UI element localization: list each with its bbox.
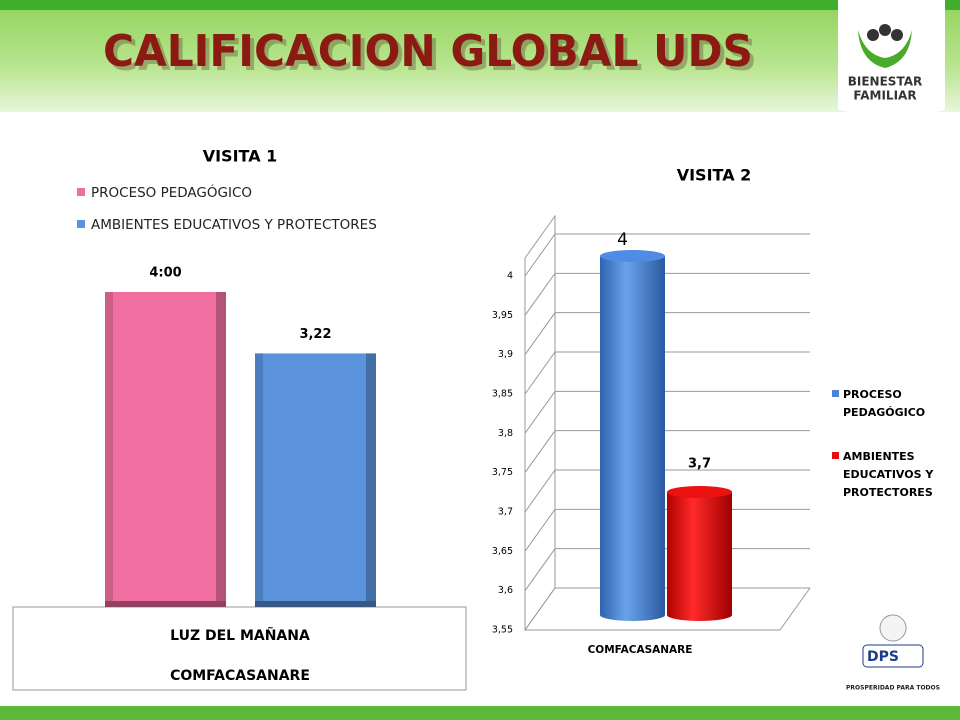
- floor-edge: [779, 587, 811, 631]
- emblem: [879, 614, 907, 642]
- category-label: LUZ DEL MAÑANA: [170, 627, 310, 644]
- y-tick-label: 3,65: [492, 546, 513, 557]
- bar-edge: [255, 353, 263, 607]
- title-shadow: CALIFICACION GLOBAL UDS: [107, 30, 757, 81]
- dps-text: DPS: [867, 649, 899, 665]
- value-label: 3,22: [299, 327, 331, 342]
- y-tick-label: 3,85: [492, 389, 513, 400]
- legend-swatch: [832, 452, 839, 459]
- logo-text: BIENESTAR: [848, 75, 922, 89]
- category-box: [12, 606, 467, 691]
- legend-label: PROCESO PEDAGÓGICO: [91, 183, 252, 201]
- legend-label: AMBIENTES EDUCATIVOS Y PROTECTORES: [91, 217, 377, 233]
- category-group: COMFACASANARE: [170, 668, 310, 684]
- legend-item: PROCESO PEDAGÓGICO: [832, 386, 948, 422]
- chart-title: VISITA 2: [677, 166, 752, 185]
- legend-text: PROCESO PEDAGÓGICO: [843, 388, 926, 419]
- y-tick-label: 3,55: [492, 625, 513, 636]
- dps-badge: [862, 644, 924, 668]
- y-tick-label: 3,8: [498, 428, 513, 439]
- header-top: [0, 0, 960, 10]
- bar-edge: [255, 601, 376, 607]
- legend-item: AMBIENTES EDUCATIVOS Y PROTECTORES: [832, 448, 948, 502]
- grid-line: [524, 430, 810, 473]
- bar-edge: [105, 601, 226, 607]
- chart-title: VISITA 1: [203, 147, 278, 166]
- bar: [667, 492, 732, 621]
- logo-icon: [858, 24, 912, 68]
- grid-line: [524, 390, 810, 434]
- category-label: COMFACASANARE: [588, 644, 693, 656]
- legend-swatch: [77, 188, 85, 196]
- legend-swatch: [77, 220, 85, 228]
- grid-line: [524, 272, 810, 316]
- grid-line: [524, 233, 810, 277]
- footer-band: [0, 706, 960, 720]
- legend-text: AMBIENTES EDUCATIVOS Y PROTECTORES: [843, 450, 934, 499]
- y-tick-label: 4: [507, 271, 513, 282]
- y-tick-label: 3,7: [498, 507, 513, 518]
- bar: [105, 292, 226, 607]
- bar-edge: [216, 292, 226, 607]
- grid-line: [524, 351, 810, 395]
- y-tick-label: 3,75: [492, 467, 513, 478]
- grid-line: [524, 312, 810, 355]
- slogan: PROSPERIDAD PARA TODOS: [846, 685, 940, 692]
- y-tick-label: 3,95: [492, 310, 513, 321]
- bar-top: [600, 250, 665, 262]
- bar: [600, 256, 665, 621]
- y-tick-label: 3,6: [498, 585, 513, 596]
- plot-wall: [524, 214, 556, 632]
- slide-title: CALIFICACION GLOBAL UDS: [103, 26, 753, 77]
- y-tick-label: 3,9: [498, 349, 513, 360]
- header-band: [0, 0, 960, 112]
- value-label: 3,7: [688, 457, 711, 472]
- value-label: 4: [617, 230, 628, 250]
- value-label: 4:00: [149, 266, 181, 281]
- bar-top: [667, 486, 732, 498]
- bar-edge: [105, 292, 113, 607]
- grid-line: [524, 469, 810, 513]
- logo-text: FAMILIAR: [853, 89, 916, 103]
- bar-edge: [366, 353, 376, 607]
- legend-swatch: [832, 390, 839, 397]
- bar: [255, 353, 376, 607]
